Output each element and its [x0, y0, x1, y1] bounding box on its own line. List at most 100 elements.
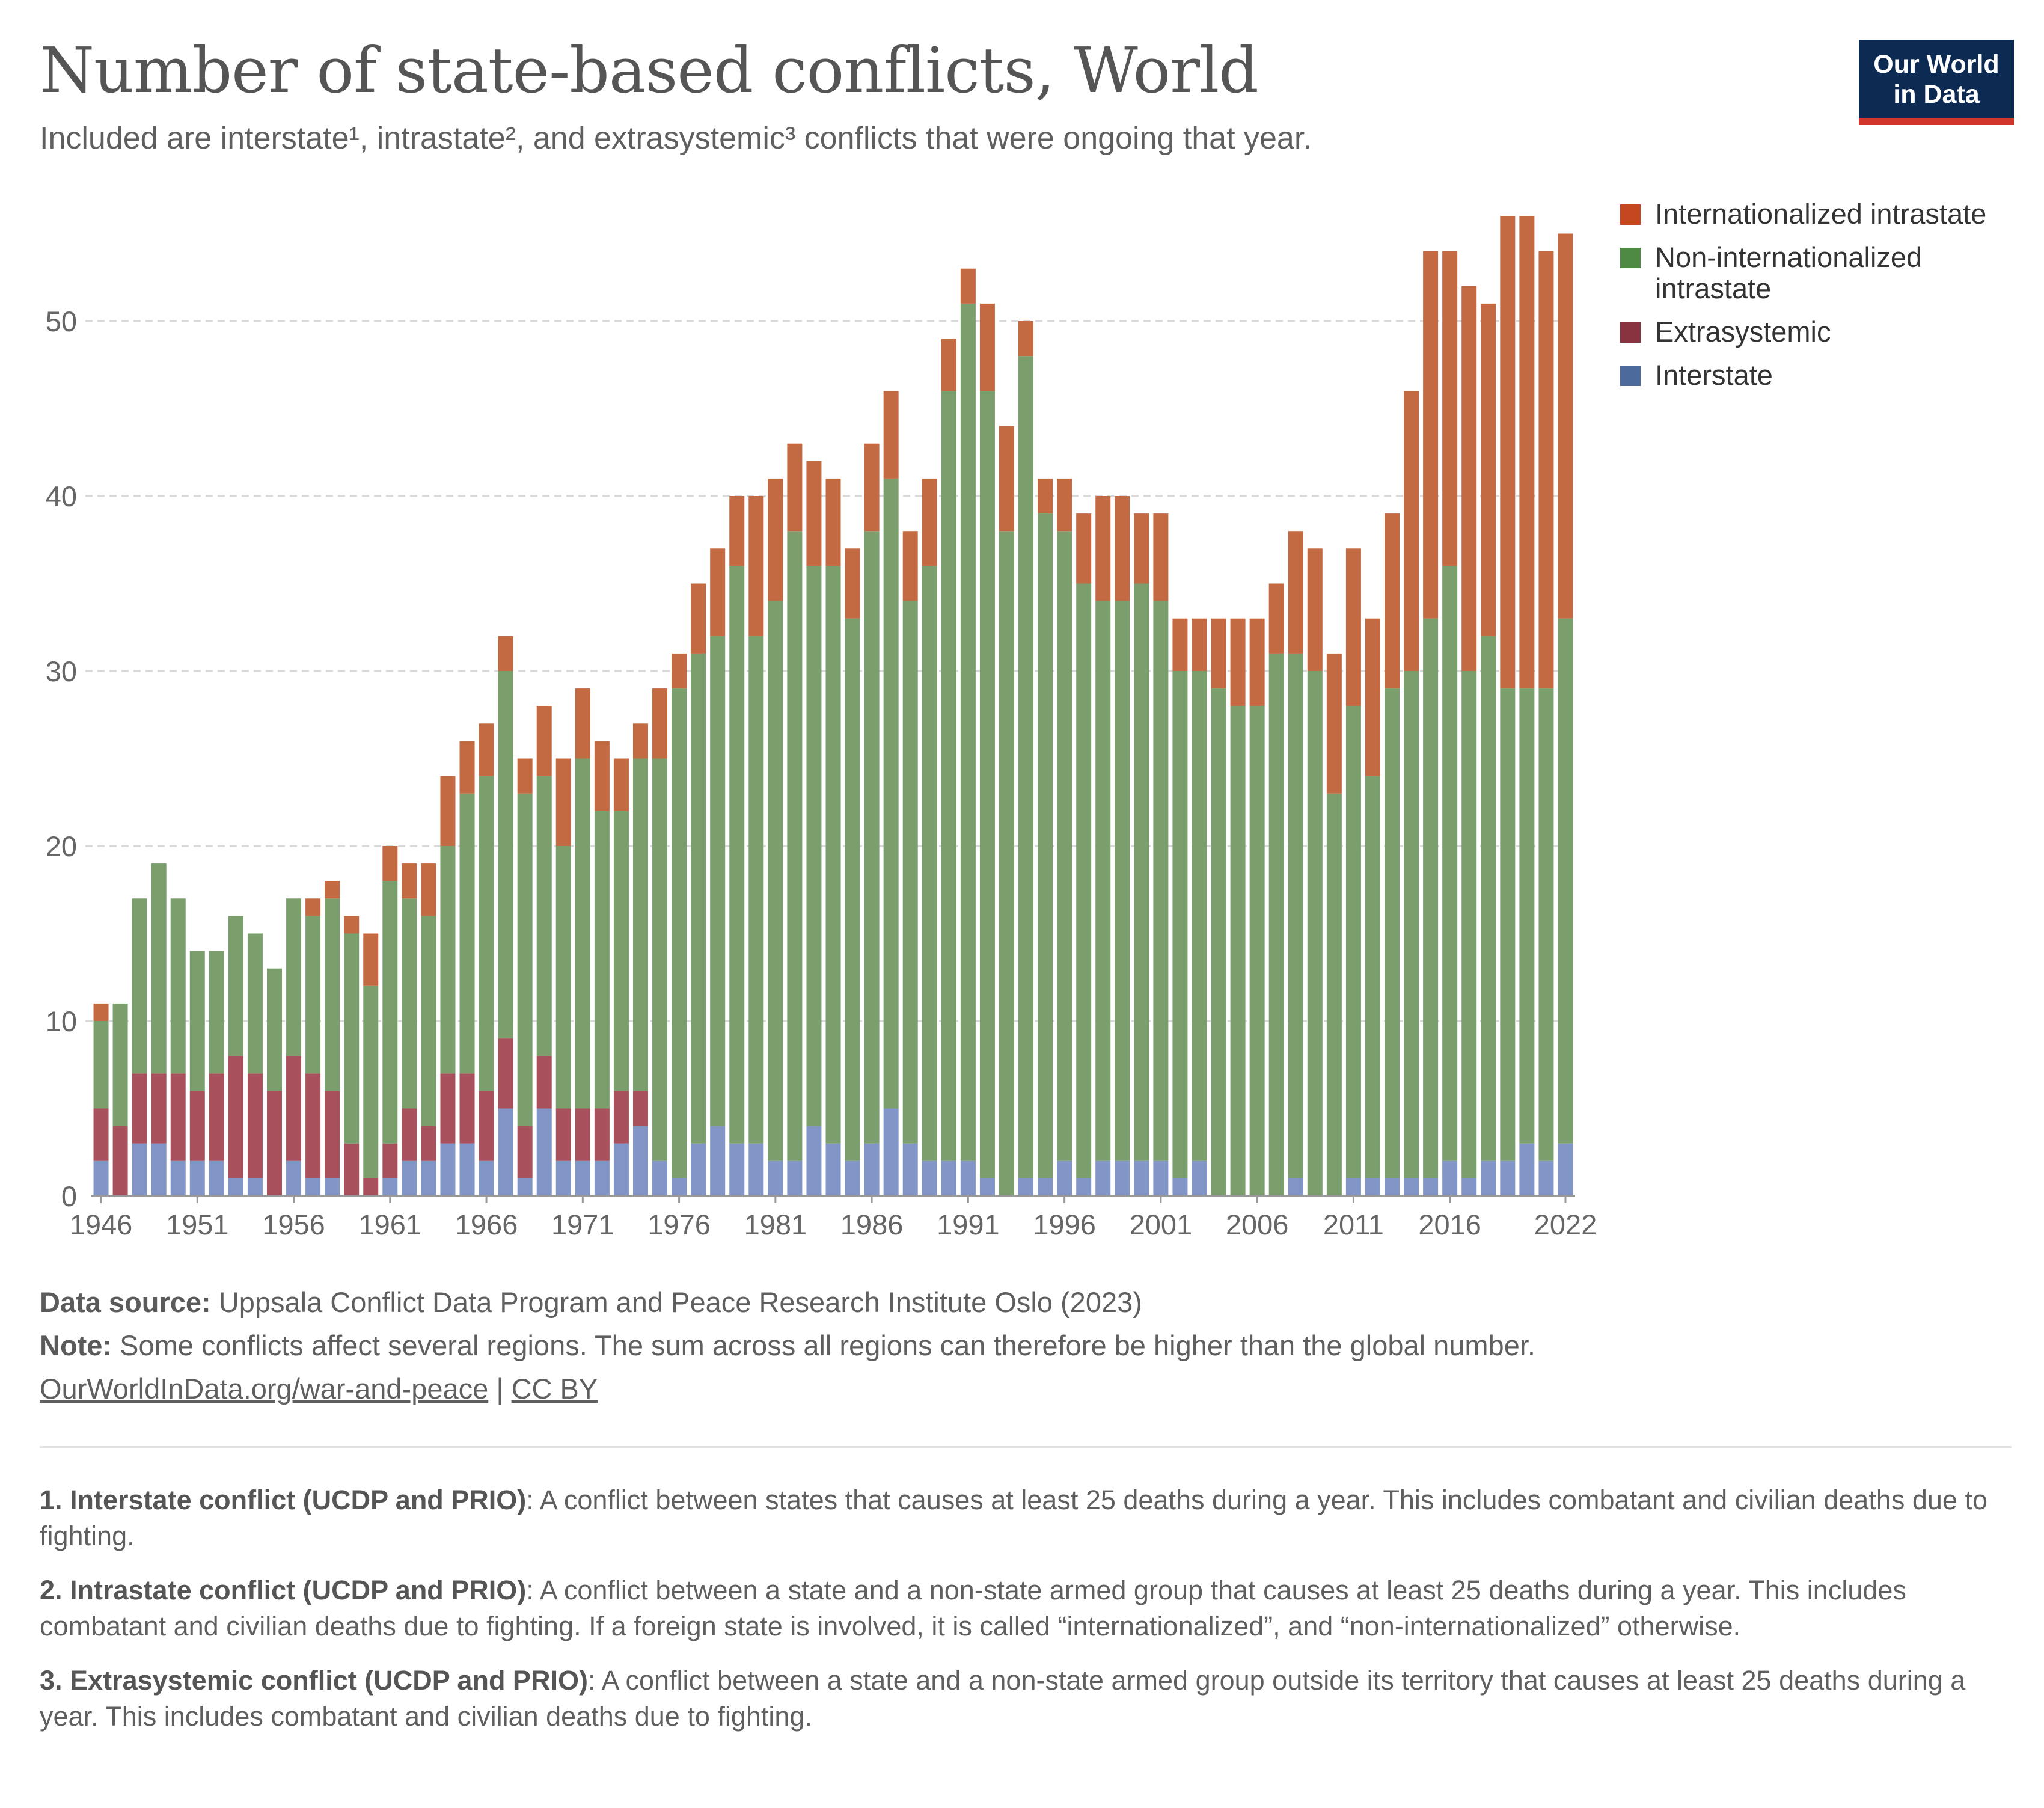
bar-segment[interactable] [1268, 583, 1284, 654]
bar-segment[interactable] [1558, 618, 1573, 1144]
bar-segment[interactable] [960, 303, 976, 1161]
bar-segment[interactable] [382, 1178, 398, 1196]
bar-segment[interactable] [1385, 513, 1400, 689]
bar-segment[interactable] [459, 793, 475, 1074]
bar-segment[interactable] [440, 1073, 456, 1144]
bar-segment[interactable] [382, 881, 398, 1144]
bar-segment[interactable] [1095, 601, 1111, 1161]
bar-segment[interactable] [344, 933, 360, 1144]
bar-segment[interactable] [1115, 601, 1130, 1161]
bar-segment[interactable] [1288, 531, 1303, 654]
bar-segment[interactable] [729, 566, 745, 1144]
bar-segment[interactable] [209, 1073, 224, 1161]
bar-segment[interactable] [132, 1073, 147, 1144]
bar-segment[interactable] [1134, 1160, 1149, 1196]
bar-segment[interactable] [1442, 566, 1458, 1161]
bar-segment[interactable] [1519, 216, 1535, 689]
bar-segment[interactable] [1365, 776, 1380, 1178]
bar-segment[interactable] [1018, 356, 1034, 1178]
bar-segment[interactable] [1018, 321, 1034, 357]
bar-segment[interactable] [440, 776, 456, 846]
bar-segment[interactable] [710, 1126, 726, 1196]
bar-segment[interactable] [691, 1143, 706, 1196]
bar-segment[interactable] [652, 758, 668, 1161]
bar-segment[interactable] [941, 339, 956, 391]
bar-segment[interactable] [691, 653, 706, 1144]
bar-segment[interactable] [1211, 618, 1226, 689]
bar-segment[interactable] [459, 1073, 475, 1144]
bar-segment[interactable] [555, 1160, 571, 1196]
bar-segment[interactable] [498, 1108, 513, 1197]
bar-segment[interactable] [209, 1160, 224, 1196]
bar-segment[interactable] [1076, 583, 1092, 1178]
bar-segment[interactable] [1057, 1160, 1072, 1196]
bar-segment[interactable] [825, 478, 841, 566]
bar-segment[interactable] [1538, 1160, 1554, 1196]
bar-segment[interactable] [1076, 513, 1092, 584]
bar-segment[interactable] [421, 863, 436, 916]
bar-segment[interactable] [247, 1073, 263, 1178]
bar-segment[interactable] [421, 916, 436, 1126]
bar-segment[interactable] [517, 1178, 533, 1196]
bar-segment[interactable] [787, 1160, 803, 1196]
bar-segment[interactable] [1423, 1178, 1439, 1196]
bar-segment[interactable] [652, 1160, 668, 1196]
bar-segment[interactable] [922, 1160, 937, 1196]
bar-segment[interactable] [112, 1003, 128, 1126]
bar-segment[interactable] [93, 1021, 109, 1109]
bar-segment[interactable] [729, 496, 745, 566]
bar-segment[interactable] [228, 1178, 243, 1196]
bar-segment[interactable] [1153, 513, 1169, 601]
bar-segment[interactable] [305, 916, 321, 1074]
bar-segment[interactable] [825, 1143, 841, 1196]
bar-segment[interactable] [941, 1160, 956, 1196]
bar-segment[interactable] [902, 1143, 918, 1196]
bar-segment[interactable] [517, 1126, 533, 1178]
bar-segment[interactable] [1230, 618, 1246, 706]
bar-segment[interactable] [825, 566, 841, 1144]
bar-segment[interactable] [710, 636, 726, 1126]
bar-segment[interactable] [402, 1108, 417, 1161]
bar-segment[interactable] [151, 1073, 167, 1144]
bar-segment[interactable] [325, 1091, 340, 1178]
bar-segment[interactable] [1519, 1143, 1535, 1196]
bar-segment[interactable] [864, 1143, 880, 1196]
bar-segment[interactable] [402, 1160, 417, 1196]
bar-segment[interactable] [1115, 1160, 1130, 1196]
bar-segment[interactable] [1288, 1178, 1303, 1196]
bar-segment[interactable] [1172, 1178, 1188, 1196]
bar-segment[interactable] [1211, 688, 1226, 1196]
bar-segment[interactable] [536, 706, 552, 776]
legend-item-internationalized[interactable]: Internationalized intrastate [1620, 198, 2035, 230]
bar-segment[interactable] [1192, 1160, 1207, 1196]
bar-segment[interactable] [575, 1108, 590, 1161]
bar-segment[interactable] [1461, 286, 1477, 671]
bar-segment[interactable] [151, 863, 167, 1074]
bar-segment[interactable] [1423, 618, 1439, 1178]
bar-segment[interactable] [1500, 688, 1516, 1161]
bar-segment[interactable] [806, 566, 822, 1126]
bar-segment[interactable] [93, 1108, 109, 1161]
bar-segment[interactable] [864, 531, 880, 1144]
bar-segment[interactable] [363, 985, 379, 1178]
bar-segment[interactable] [286, 1160, 302, 1196]
bar-segment[interactable] [1404, 1178, 1419, 1196]
bar-segment[interactable] [1249, 706, 1265, 1196]
bar-segment[interactable] [1404, 391, 1419, 671]
bar-segment[interactable] [1461, 671, 1477, 1178]
bar-segment[interactable] [883, 478, 899, 1109]
bar-segment[interactable] [1519, 688, 1535, 1144]
bar-segment[interactable] [402, 863, 417, 899]
bar-segment[interactable] [922, 566, 937, 1161]
bar-segment[interactable] [845, 1160, 860, 1196]
bar-segment[interactable] [594, 811, 610, 1109]
bar-segment[interactable] [632, 1126, 648, 1196]
bar-segment[interactable] [305, 898, 321, 916]
bar-segment[interactable] [459, 1143, 475, 1196]
bar-segment[interactable] [594, 1160, 610, 1196]
bar-segment[interactable] [768, 478, 783, 601]
bar-segment[interactable] [1192, 618, 1207, 671]
bar-segment[interactable] [1057, 531, 1072, 1161]
bar-segment[interactable] [1307, 671, 1323, 1196]
bar-segment[interactable] [1249, 618, 1265, 706]
